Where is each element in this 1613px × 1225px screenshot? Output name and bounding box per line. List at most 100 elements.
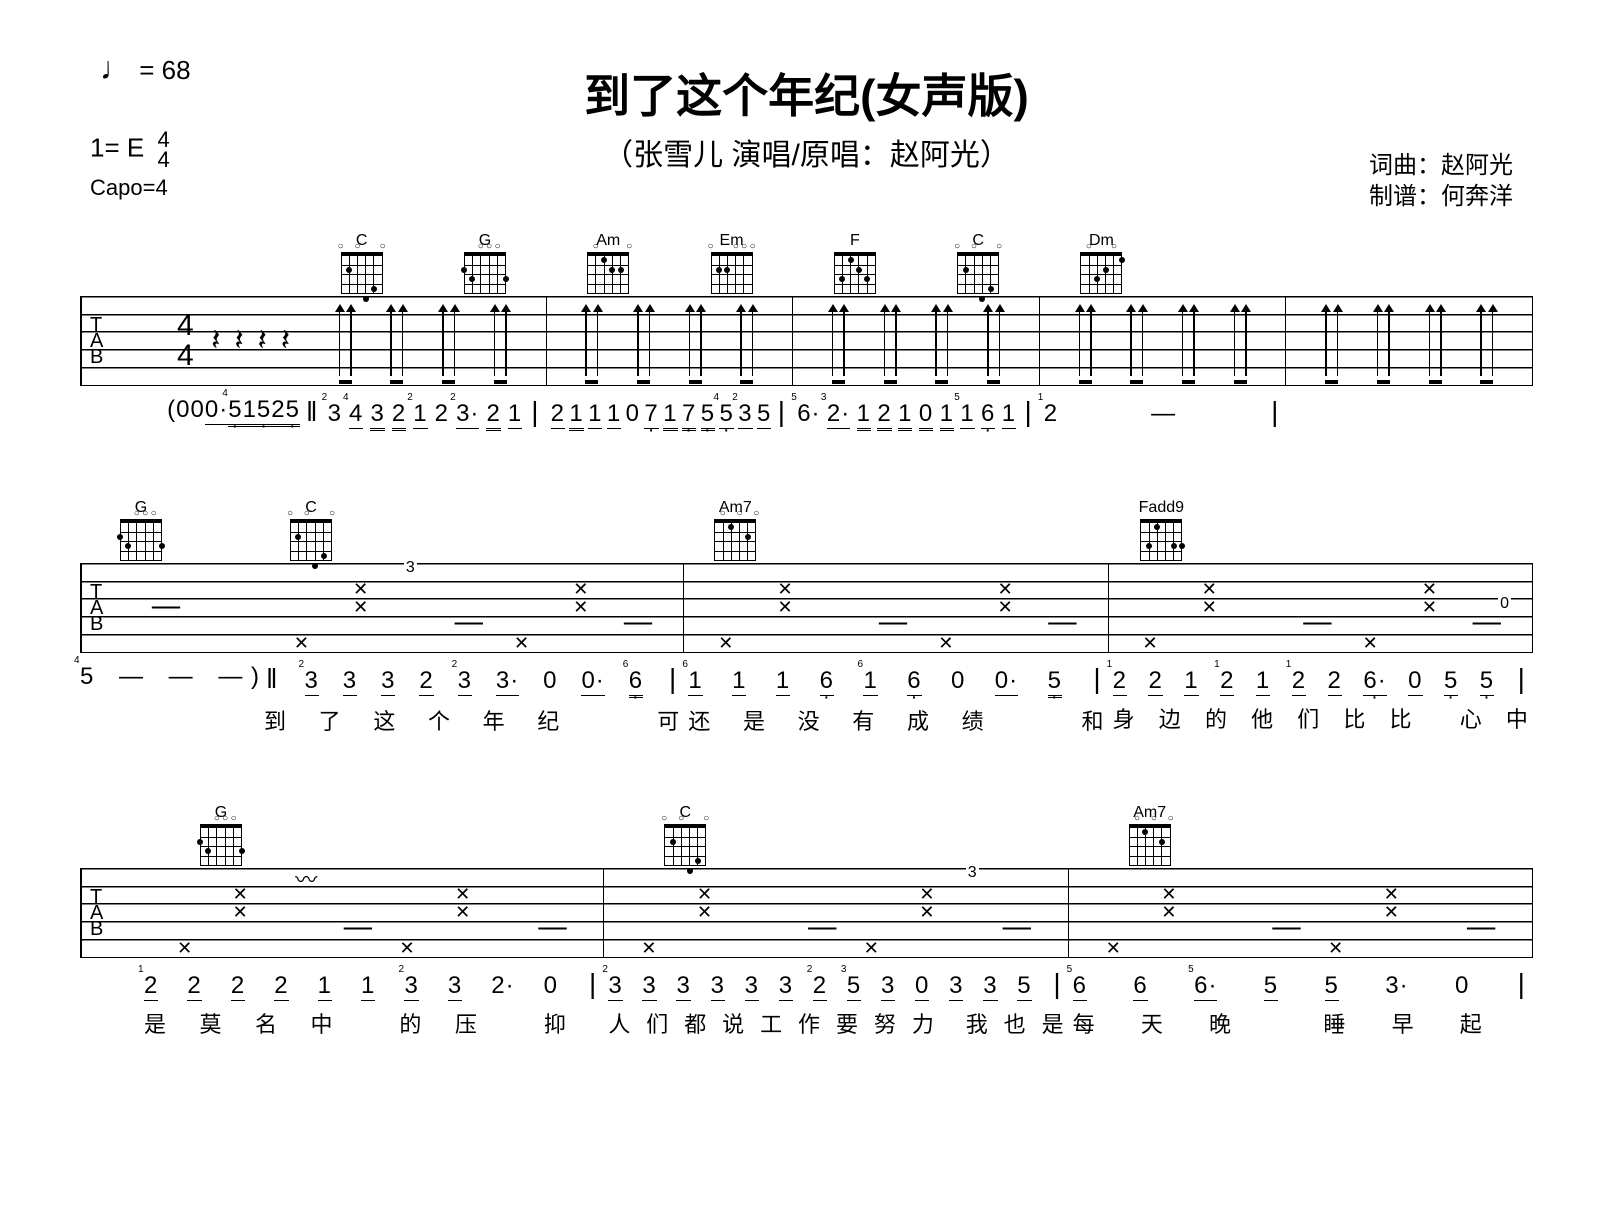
tab-measure: ✕ ✕ ✕ — ✕ ✕ ✕ —: [1069, 868, 1533, 958]
tab-measure: ✕ ✕ ✕ 〰 — ✕ ✕ ✕ —: [140, 868, 604, 958]
credit-lyricist: 词曲：赵阿光: [1369, 150, 1513, 181]
system-2: G ○○○ C ○○○ Am7 ○○○ Fadd9 TAB — ✕ ✕ ✕ 3 …: [80, 481, 1533, 736]
system-3: G ○○○ C ○○○ Am7 ○○○ TAB ✕ ✕ ✕ 〰 — ✕ ✕ ✕ …: [80, 786, 1533, 1039]
tab-measure: [1286, 296, 1533, 386]
chord-grid: ○○○: [664, 824, 706, 866]
chord-row: C ○○○ G ○○○ Am ○○ Em ○○○○ F C ○○○ Dm ○○: [80, 214, 1533, 294]
chord-grid: ○○○: [290, 519, 332, 561]
chord-diagram: C ○○○: [664, 804, 706, 866]
chord-diagram: Em ○○○○: [711, 232, 753, 294]
chord-name: F: [850, 232, 860, 250]
tab-measure: ✕ ✕ ✕ — ✕ ✕ ✕ —: [684, 563, 1108, 653]
tempo-value: = 68: [139, 55, 190, 85]
chord-row: G ○○○ C ○○○ Am7 ○○○ Fadd9: [80, 481, 1533, 561]
jianpu-measure: ‖23 4432212 23·21 |: [304, 396, 542, 431]
strum-pair: [585, 306, 598, 376]
lyric-line: 每天晚睡早起: [1073, 1007, 1528, 1039]
tab-measure: ✕ ✕ ✕ 3 — ✕ ✕ ✕ —: [260, 563, 684, 653]
credit-transcriber: 制谱：何奔洋: [1369, 181, 1513, 212]
strum-pair: [689, 306, 702, 376]
chord-diagram: C ○○○: [957, 232, 999, 294]
jianpu-measure: 1221 1211226· 055 | 身边的他们比比心中: [1109, 663, 1533, 736]
lyric-line: 到了这个年纪可: [264, 704, 679, 736]
strum-pair: [339, 306, 352, 376]
rest-icon: 𝄽: [258, 324, 267, 358]
chord-grid: ○○○○: [711, 252, 753, 294]
time-signature: 4 4: [157, 130, 169, 170]
chord-grid: ○○○: [200, 824, 242, 866]
chord-diagram: C ○○○: [290, 499, 332, 561]
chord-diagram: Dm ○○: [1080, 232, 1122, 294]
system-1: C ○○○ G ○○○ Am ○○ Em ○○○○ F C ○○○ Dm ○○ …: [80, 214, 1533, 431]
jianpu-lead: 45——— ): [80, 663, 260, 691]
chord-grid: ○○○: [714, 519, 756, 561]
jianpu-measure: 566 56· 553· 0 | 每天晚睡早起: [1069, 968, 1533, 1039]
strum-pair: [832, 306, 845, 376]
strum-pair: [390, 306, 403, 376]
tab-measure: ✕ ✕ ✕ — ✕ ✕ ✕ 3 —: [604, 868, 1068, 958]
rest-dash: —: [152, 590, 180, 621]
tab-lead: TAB —: [80, 563, 260, 653]
arpeggio-icon: 〰: [288, 868, 320, 958]
strum-pair: [935, 306, 948, 376]
systems-container: C ○○○ G ○○○ Am ○○ Em ○○○○ F C ○○○ Dm ○○ …: [80, 214, 1533, 1039]
chord-grid: ○○: [587, 252, 629, 294]
chord-diagram: F: [834, 232, 876, 294]
strum-pair: [1325, 306, 1338, 376]
jianpu-measure: 1222 211 2332· 0 | 是莫名中的压抑: [140, 968, 604, 1039]
chord-diagram: C ○○○: [341, 232, 383, 294]
tempo: ♩ = 68: [100, 50, 191, 87]
rest-icon: 𝄽: [234, 324, 243, 358]
jianpu-measure: 23333 3322 353 0335 | 人们都说工作要努力我也是: [604, 968, 1068, 1039]
jianpu-measure: 61116 6160 0·5 | 还是没有成绩和: [684, 663, 1108, 736]
jianpu-row: 1222 211 2332· 0 | 是莫名中的压抑 23333 3322 35…: [80, 968, 1533, 1039]
strum-pair: [1377, 306, 1390, 376]
sheet-header: ♩ = 68 1= E 4 4 Capo=4 到了这个年纪(女声版) （张雪儿 …: [80, 40, 1533, 174]
chord-grid: [834, 252, 876, 294]
jianpu-row: (00 0·451525 ‖23 4432212 23·21 | 21110 7…: [80, 396, 1533, 431]
chord-name: Em: [720, 232, 744, 250]
lyric-line: 身边的他们比比心中: [1113, 702, 1528, 734]
chord-diagram: G ○○○: [120, 499, 162, 561]
rest-icon: 𝄽: [211, 324, 220, 358]
key-signature: 1= E 4 4: [90, 130, 170, 170]
chord-row: G ○○○ C ○○○ Am7 ○○○: [80, 786, 1533, 866]
chord-diagram: Am7 ○○○: [1129, 804, 1171, 866]
capo: Capo=4: [90, 175, 168, 201]
tab-staff: TAB ✕ ✕ ✕ 〰 — ✕ ✕ ✕ — ✕ ✕ ✕ — ✕ ✕ ✕ 3 — …: [80, 868, 1533, 958]
strum-pair: [1182, 306, 1195, 376]
strum-pair: [637, 306, 650, 376]
strum-pair: [1234, 306, 1247, 376]
chord-diagram: Fadd9: [1139, 499, 1184, 561]
chord-grid: ○○: [1080, 252, 1122, 294]
lyric-line: 还是没有成绩和: [688, 704, 1103, 736]
tab-measure: [793, 296, 1040, 386]
lyric-line: 是莫名中的压抑: [144, 1007, 599, 1039]
tab-measure: [547, 296, 794, 386]
tab-lead: TAB 44 𝄽𝄽𝄽𝄽: [80, 296, 300, 386]
jianpu-measure: 56· 32·1210151 61 |: [797, 396, 1035, 431]
strum-pair: [884, 306, 897, 376]
jianpu-lead: (00 0·451525: [80, 396, 300, 427]
tab-measure: [1040, 296, 1287, 386]
rest-icon: 𝄽: [281, 324, 290, 358]
chord-grid: ○○○: [341, 252, 383, 294]
tab-staff: TAB — ✕ ✕ ✕ 3 — ✕ ✕ ✕ — ✕ ✕ ✕ — ✕ ✕ ✕ — …: [80, 563, 1533, 653]
chord-grid: ○○○: [1129, 824, 1171, 866]
chord-name: Am: [596, 232, 620, 250]
tab-measure: ✕ ✕ ✕ — ✕ ✕ ✕ — 0: [1109, 563, 1533, 653]
strum-pair: [987, 306, 1000, 376]
strum-pair: [1079, 306, 1092, 376]
song-subtitle: （张雪儿 演唱/原唱：赵阿光）: [80, 130, 1533, 174]
song-title: 到了这个年纪(女声版): [80, 40, 1533, 126]
strum-pair: [740, 306, 753, 376]
credits: 词曲：赵阿光 制谱：何奔洋: [1369, 150, 1513, 212]
lyric-line: 人们都说工作要努力我也是: [608, 1007, 1063, 1039]
chord-diagram: G ○○○: [464, 232, 506, 294]
tab-lead: TAB: [80, 868, 140, 958]
chord-grid: ○○○: [957, 252, 999, 294]
jianpu-measure: 21110 717545 235 |: [551, 396, 789, 431]
chord-grid: [1140, 519, 1182, 561]
strum-pair: [1429, 306, 1442, 376]
chord-grid: ○○○: [120, 519, 162, 561]
